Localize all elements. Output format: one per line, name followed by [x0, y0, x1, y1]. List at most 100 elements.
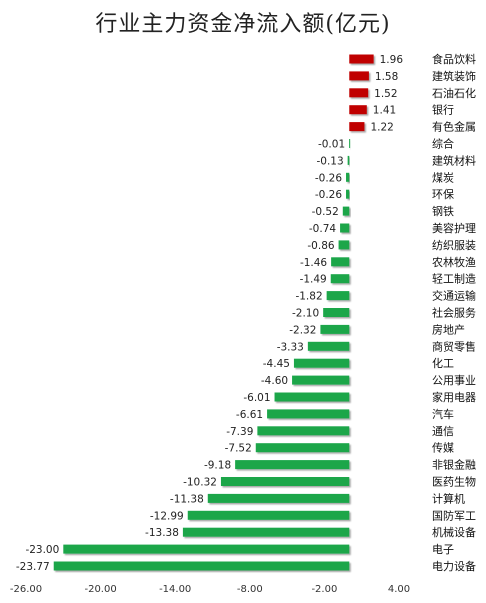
category-label: 食品饮料 — [432, 52, 476, 66]
category-label: 石油石化 — [432, 86, 476, 100]
x-tick-label: -20.00 — [84, 584, 116, 595]
bar-建筑材料 — [347, 155, 350, 165]
bar-计算机 — [207, 493, 350, 503]
category-label: 美容护理 — [432, 221, 476, 235]
category-label: 国防军工 — [432, 508, 476, 522]
category-label: 农林牧渔 — [432, 255, 476, 269]
bars-group — [53, 54, 374, 571]
category-label: 环保 — [432, 187, 454, 201]
value-label: -13.38 — [145, 527, 179, 539]
value-label: -2.32 — [289, 324, 316, 336]
value-label: -1.46 — [300, 257, 327, 269]
bar-汽车 — [267, 409, 350, 419]
category-label: 非银金融 — [432, 458, 476, 472]
bar-纺织服装 — [338, 240, 350, 250]
bar-国防军工 — [187, 510, 350, 520]
bar-煤炭 — [346, 172, 350, 182]
category-label: 社会服务 — [432, 306, 476, 320]
value-label: -12.99 — [150, 510, 184, 522]
category-label: 计算机 — [432, 491, 465, 505]
category-label: 有色金属 — [432, 120, 476, 134]
x-tick-label: -8.00 — [237, 584, 263, 595]
value-label: -6.61 — [236, 409, 263, 421]
bar-钢铁 — [342, 206, 350, 216]
value-label: -0.26 — [315, 189, 342, 201]
bar-银行 — [349, 105, 367, 115]
value-label: -4.60 — [261, 375, 288, 387]
x-axis-ticks-group: -26.00 -20.00 -14.00 -8.00 -2.00 4.00 — [10, 584, 410, 595]
bar-电子 — [63, 544, 350, 554]
value-label: -1.82 — [295, 291, 322, 303]
value-label: -0.13 — [316, 155, 343, 167]
category-label: 公用事业 — [432, 374, 476, 387]
bar-轻工制造 — [330, 274, 350, 284]
x-tick-label: -14.00 — [159, 584, 191, 595]
category-label: 煤炭 — [432, 171, 454, 184]
value-label: -0.01 — [318, 139, 345, 151]
bar-有色金属 — [349, 122, 365, 132]
chart-title: 行业主力资金净流入额(亿元) — [95, 12, 391, 37]
bar-美容护理 — [340, 223, 350, 233]
value-label: -10.32 — [183, 477, 217, 489]
value-label: -11.38 — [170, 493, 204, 505]
x-tick-label: 4.00 — [388, 584, 410, 595]
bar-医药生物 — [220, 477, 350, 486]
category-label: 电子 — [432, 543, 454, 556]
bar-石油石化 — [349, 88, 369, 98]
bar-综合 — [349, 139, 351, 148]
value-label: -4.45 — [263, 358, 290, 370]
value-label: 1.22 — [370, 122, 393, 134]
value-label: 1.41 — [373, 105, 396, 117]
value-label: 1.96 — [380, 54, 404, 66]
category-label: 汽车 — [432, 407, 454, 421]
category-label: 通信 — [432, 425, 454, 438]
category-label: 建筑材料 — [432, 153, 476, 167]
category-label: 化工 — [432, 356, 454, 370]
bar-交通运输 — [326, 291, 350, 301]
bar-非银金融 — [235, 460, 350, 470]
x-tick-label: -26.00 — [10, 584, 42, 595]
value-label: -23.77 — [16, 561, 50, 573]
category-label: 电力设备 — [432, 559, 476, 573]
value-label: -0.52 — [312, 206, 339, 218]
bar-建筑装饰 — [349, 71, 369, 81]
category-label: 交通运输 — [432, 289, 476, 303]
bar-房地产 — [320, 324, 350, 334]
category-label: 综合 — [432, 137, 454, 151]
value-label: -1.49 — [300, 274, 327, 286]
bar-社会服务 — [323, 308, 350, 317]
x-tick-label: -2.00 — [311, 584, 337, 595]
bar-公用事业 — [292, 375, 350, 385]
category-label: 纺织服装 — [432, 238, 476, 252]
value-label: 1.52 — [374, 88, 397, 100]
category-label: 建筑装饰 — [432, 69, 476, 83]
bar-食品饮料 — [349, 54, 374, 64]
value-label: -0.86 — [307, 240, 334, 252]
value-label: -0.74 — [309, 223, 336, 235]
bar-环保 — [346, 189, 350, 199]
category-label: 银行 — [432, 103, 454, 117]
value-label: 1.58 — [375, 71, 398, 83]
bar-机械设备 — [182, 527, 350, 537]
value-label: -7.52 — [225, 443, 252, 455]
value-label: -0.26 — [315, 172, 342, 184]
value-label: -3.33 — [277, 341, 304, 353]
value-label: -2.10 — [292, 308, 319, 320]
value-label: -7.39 — [226, 426, 253, 438]
value-label: -23.00 — [25, 544, 59, 556]
category-label: 家用电器 — [432, 390, 476, 404]
bar-农林牧渔 — [331, 257, 350, 267]
bar-商贸零售 — [307, 341, 350, 351]
category-label: 钢铁 — [432, 205, 454, 218]
category-labels-group: 食品饮料建筑装饰石油石化银行有色金属综合建筑材料煤炭环保钢铁美容护理纺织服装农林… — [432, 52, 476, 573]
category-label: 轻工制造 — [432, 272, 476, 286]
bar-家用电器 — [274, 392, 350, 402]
value-labels-group: 1.96 1.58 1.52 1.41 1.22 -0.01 -0.13 -0.26 -0.26… — [16, 54, 403, 573]
bar-传媒 — [255, 443, 350, 453]
category-label: 机械设备 — [432, 525, 476, 539]
value-label: -6.01 — [243, 392, 270, 404]
value-label: -9.18 — [204, 460, 231, 472]
bar-电力设备 — [53, 561, 350, 571]
bar-化工 — [293, 358, 350, 368]
